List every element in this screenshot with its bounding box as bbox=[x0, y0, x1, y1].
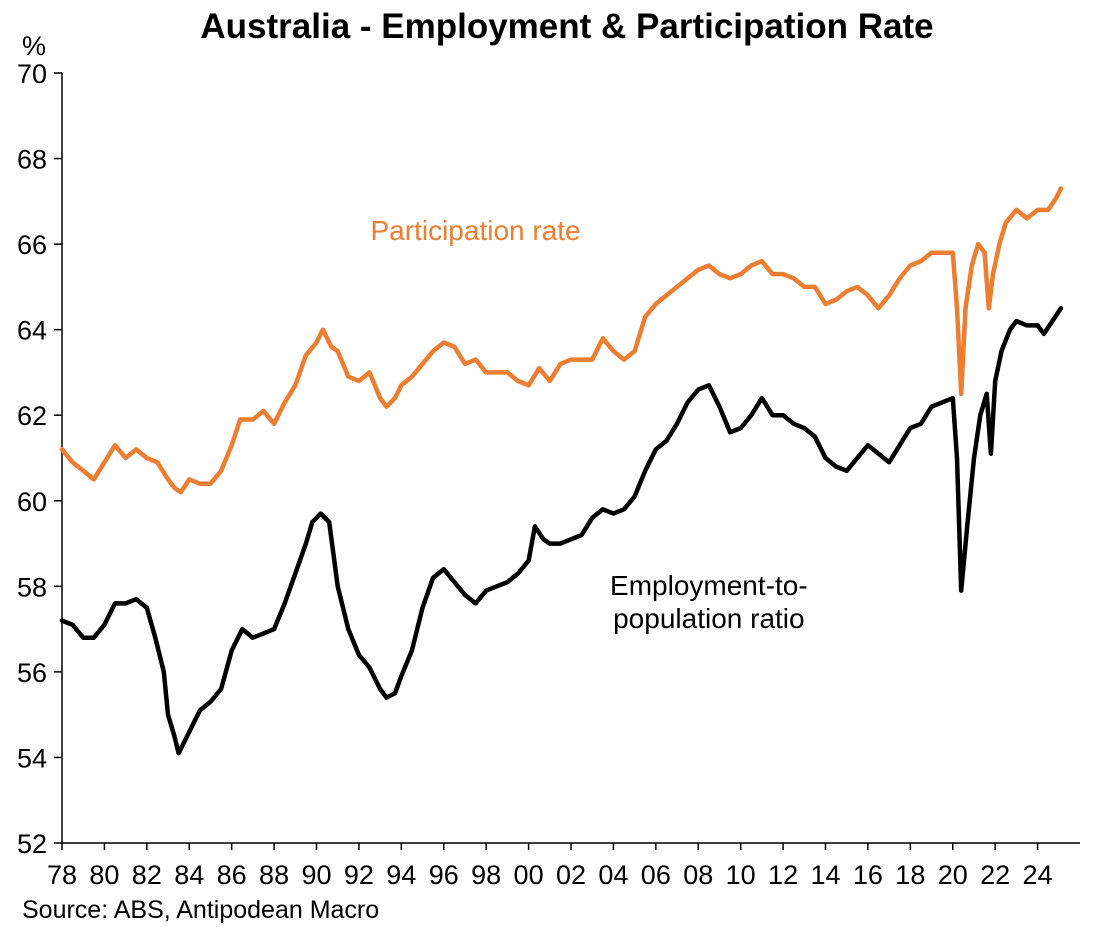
y-axis-unit: % bbox=[22, 31, 46, 61]
x-tick-label: 00 bbox=[514, 860, 544, 890]
x-tick-label: 16 bbox=[853, 860, 883, 890]
x-tick-label: 02 bbox=[556, 860, 586, 890]
y-tick-label: 64 bbox=[17, 316, 47, 346]
series-labels: Participation rate Employment-to-populati… bbox=[371, 215, 808, 634]
y-axis: 52 54 56 58 60 62 64 66 68 70 bbox=[17, 59, 63, 859]
y-tick-label: 58 bbox=[17, 572, 47, 602]
y-tick-label: 62 bbox=[17, 401, 47, 431]
y-tick-label: 68 bbox=[17, 145, 47, 175]
chart-title: Australia - Employment & Participation R… bbox=[200, 7, 933, 46]
series-label: population ratio bbox=[613, 603, 804, 634]
y-tick-label: 54 bbox=[17, 743, 47, 773]
series-line-employment-to-population bbox=[59, 306, 1064, 756]
x-tick-label: 98 bbox=[471, 860, 501, 890]
series-line-participation-rate bbox=[59, 186, 1064, 495]
y-tick-label: 52 bbox=[17, 829, 47, 859]
x-tick-label: 22 bbox=[980, 860, 1010, 890]
x-tick-label: 24 bbox=[1023, 860, 1053, 890]
x-tick-label: 82 bbox=[132, 860, 162, 890]
y-tick-label: 66 bbox=[17, 230, 47, 260]
x-tick-label: 08 bbox=[683, 860, 713, 890]
source-note: Source: ABS, Antipodean Macro bbox=[22, 896, 379, 924]
series-layer bbox=[59, 186, 1064, 756]
x-tick-label: 94 bbox=[386, 860, 416, 890]
x-tick-label: 96 bbox=[429, 860, 459, 890]
series-label: Participation rate bbox=[371, 215, 581, 246]
series-label: Employment-to- bbox=[610, 570, 808, 601]
y-tick-label: 60 bbox=[17, 487, 47, 517]
x-tick-label: 80 bbox=[89, 860, 119, 890]
x-tick-label: 20 bbox=[938, 860, 968, 890]
y-tick-label: 70 bbox=[17, 59, 47, 89]
x-tick-label: 14 bbox=[810, 860, 840, 890]
x-axis: 78 80 82 84 86 88 90 92 94 96 98 00 02 04 06 08 10 12 14 16… bbox=[47, 842, 1080, 890]
x-tick-label: 90 bbox=[301, 860, 331, 890]
x-tick-label: 88 bbox=[259, 860, 289, 890]
y-tick-label: 56 bbox=[17, 658, 47, 688]
x-tick-label: 04 bbox=[598, 860, 628, 890]
x-tick-label: 12 bbox=[768, 860, 798, 890]
x-tick-label: 78 bbox=[47, 860, 77, 890]
x-tick-label: 10 bbox=[726, 860, 756, 890]
x-tick-label: 92 bbox=[344, 860, 374, 890]
x-tick-label: 86 bbox=[217, 860, 247, 890]
x-tick-label: 06 bbox=[641, 860, 671, 890]
x-tick-label: 18 bbox=[895, 860, 925, 890]
x-tick-label: 84 bbox=[174, 860, 204, 890]
